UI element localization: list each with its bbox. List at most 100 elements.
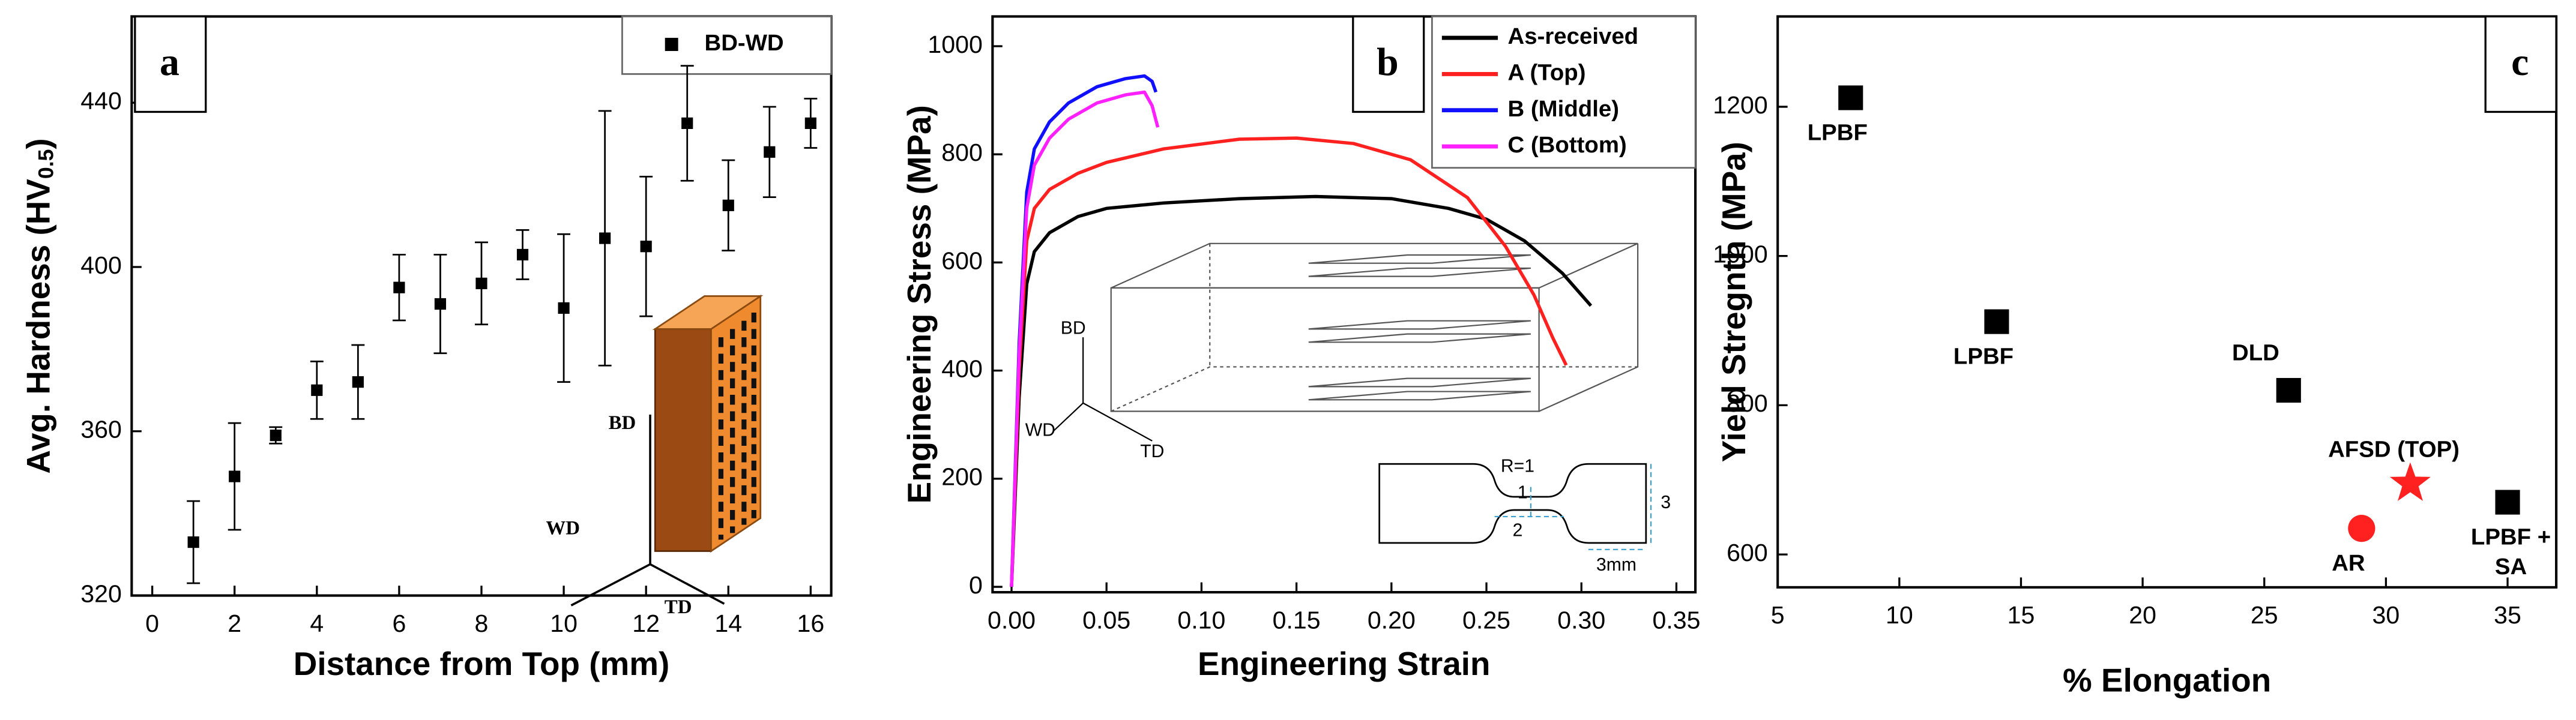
- legend-label: As-received: [1508, 23, 1639, 49]
- y-tick-label: 0: [969, 571, 983, 599]
- y-tick-label: 1000: [1713, 241, 1767, 268]
- point: [2276, 377, 2301, 403]
- x-tick-label: 12: [632, 610, 660, 637]
- y-tick-label: 400: [941, 355, 983, 382]
- inset-label: 2: [1513, 521, 1523, 541]
- x-tick-label: 10: [550, 610, 578, 637]
- x-tick-label: 8: [475, 610, 489, 637]
- inset-label: WD: [1025, 420, 1055, 440]
- inset-label: WD: [546, 517, 580, 539]
- line-series: [1010, 194, 1593, 587]
- x-tick-label: 16: [797, 610, 824, 637]
- point: [1838, 85, 1863, 110]
- point-label: LPBF +: [2471, 524, 2551, 550]
- inset-label: 3mm: [1596, 555, 1636, 575]
- point-label: SA: [2495, 554, 2527, 580]
- y-tick-label: 320: [80, 580, 122, 607]
- x-tick-label: 0.30: [1557, 606, 1605, 634]
- point: [270, 430, 282, 442]
- y-axis-label: Avg. Hardness (HV0.5): [20, 138, 58, 473]
- x-tick-label: 25: [2251, 601, 2278, 629]
- y-axis-label-part: Avg. Hardness (HV: [20, 179, 57, 474]
- panel-label: c: [2511, 40, 2529, 84]
- x-tick-label: 2: [228, 610, 241, 637]
- point: [764, 146, 776, 158]
- y-tick-label: 200: [941, 463, 983, 491]
- y-tick-label: 600: [941, 247, 983, 274]
- point-label: LPBF: [1953, 344, 2013, 370]
- point-label: DLD: [2232, 340, 2279, 365]
- x-tick-label: 0.25: [1462, 606, 1510, 634]
- y-tick-label: 800: [1727, 389, 1768, 417]
- x-tick-label: 20: [2129, 601, 2156, 629]
- y-axis-label: Yield Stregnth (MPa): [1715, 142, 1752, 462]
- y-axis-label-part: 0.5: [34, 149, 58, 179]
- y-axis-label-part: ): [20, 138, 57, 149]
- y-tick-label: 360: [80, 416, 122, 443]
- plot-frame: [1776, 15, 2558, 589]
- inset-label: 1: [1518, 483, 1528, 503]
- legend-box: [621, 16, 833, 75]
- x-tick-label: 14: [714, 610, 742, 637]
- y-tick-label: 800: [941, 139, 983, 166]
- plot-frame: [991, 15, 1697, 594]
- inset-label: TD: [1140, 442, 1164, 461]
- panel-label-box: [2484, 15, 2557, 113]
- y-tick-label: 600: [1727, 539, 1768, 566]
- x-tick-label: 15: [2007, 601, 2035, 629]
- point: [558, 302, 570, 314]
- point: [393, 281, 405, 293]
- x-tick-label: 5: [1771, 601, 1785, 629]
- x-tick-label: 35: [2494, 601, 2521, 629]
- inset-label: TD: [665, 596, 692, 618]
- point: [2389, 462, 2431, 501]
- x-tick-label: 0.15: [1273, 606, 1321, 634]
- panel-label-box: [134, 15, 207, 113]
- point-label: LPBF: [1808, 119, 1868, 145]
- legend-label: BD-WD: [705, 30, 784, 56]
- y-tick-label: 1000: [928, 31, 982, 58]
- y-tick-label: 400: [80, 251, 122, 279]
- legend-label: C (Bottom): [1508, 132, 1627, 158]
- point: [640, 241, 652, 253]
- point: [311, 384, 323, 396]
- x-tick-label: 0: [145, 610, 159, 637]
- x-tick-label: 4: [310, 610, 324, 637]
- x-axis-label: % Elongation: [2063, 661, 2271, 698]
- x-tick-label: 0.00: [988, 606, 1036, 634]
- inset-label: BD: [609, 412, 636, 434]
- point: [187, 536, 199, 548]
- point: [681, 117, 693, 129]
- point: [352, 376, 364, 388]
- legend-label: B (Middle): [1508, 96, 1619, 122]
- point: [434, 298, 447, 310]
- panel-label: b: [1377, 40, 1399, 84]
- point: [804, 117, 816, 129]
- line-series: [1010, 90, 1160, 587]
- point: [475, 277, 487, 289]
- legend-box: [1431, 16, 1697, 169]
- panel-label: a: [160, 40, 179, 84]
- point-label: AFSD (TOP): [2328, 436, 2460, 462]
- point: [599, 232, 611, 244]
- x-axis-label: Engineering Strain: [1198, 645, 1490, 682]
- x-tick-label: 30: [2372, 601, 2400, 629]
- legend-swatch: [665, 38, 678, 52]
- inset-block: [570, 294, 764, 607]
- x-tick-label: 6: [392, 610, 406, 637]
- y-tick-label: 1200: [1713, 91, 1767, 119]
- point: [2348, 514, 2375, 542]
- point: [229, 470, 241, 482]
- x-tick-label: 0.35: [1652, 606, 1700, 634]
- line-series: [1010, 136, 1568, 587]
- point: [722, 199, 734, 211]
- panel-label-box: [1352, 15, 1425, 113]
- y-tick-label: 440: [80, 87, 122, 115]
- inset-label: R=1: [1501, 457, 1534, 476]
- x-tick-label: 10: [1886, 601, 1913, 629]
- point: [516, 248, 529, 261]
- inset-label: BD: [1061, 318, 1086, 338]
- inset-specimen: [1053, 242, 1652, 550]
